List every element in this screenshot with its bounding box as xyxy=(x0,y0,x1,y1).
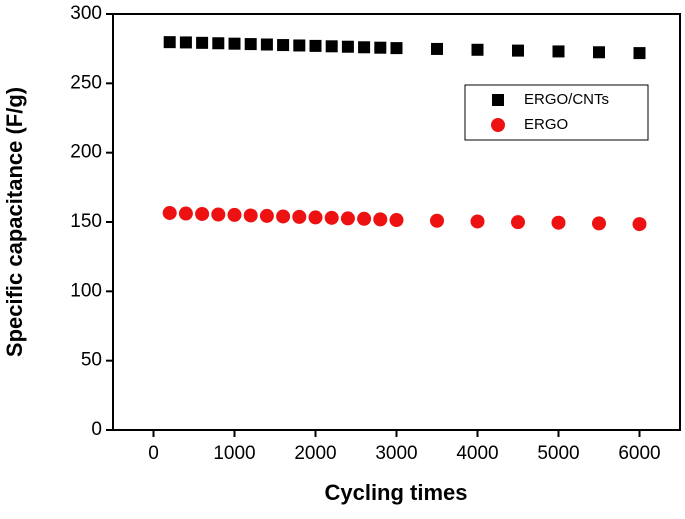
point xyxy=(244,38,257,51)
point xyxy=(276,209,291,224)
point xyxy=(260,38,273,51)
point xyxy=(162,205,177,220)
point xyxy=(512,44,524,57)
point xyxy=(227,207,242,222)
y-tick-label: 250 xyxy=(70,72,102,93)
x-tick-label: 1000 xyxy=(213,443,255,464)
point xyxy=(196,36,209,49)
y-tick-label: 50 xyxy=(81,350,102,371)
point xyxy=(593,46,605,59)
y-axis-label: Specific capacitance (F/g) xyxy=(2,87,27,357)
point xyxy=(389,213,404,228)
point xyxy=(163,36,176,49)
point xyxy=(340,211,355,226)
point xyxy=(373,212,388,227)
point xyxy=(293,39,306,52)
x-tick-label: 0 xyxy=(148,443,159,464)
point xyxy=(357,211,372,226)
y-tick-label: 0 xyxy=(91,419,102,440)
point xyxy=(195,206,210,221)
legend-marker xyxy=(491,118,505,132)
point xyxy=(592,216,606,231)
point xyxy=(551,215,566,230)
point xyxy=(308,210,323,225)
x-tick-label: 5000 xyxy=(537,443,579,464)
x-tick-label: 6000 xyxy=(618,443,660,464)
y-tick-label: 300 xyxy=(70,3,102,24)
x-tick-label: 2000 xyxy=(294,443,336,464)
point xyxy=(309,39,322,52)
point xyxy=(211,207,226,222)
legend-label: ERGO/CNTs xyxy=(524,91,609,108)
point xyxy=(511,215,525,230)
point xyxy=(178,206,193,221)
point xyxy=(358,41,371,54)
point xyxy=(431,42,443,55)
point xyxy=(277,39,290,52)
point xyxy=(243,208,258,223)
legend-marker xyxy=(492,94,504,106)
x-tick-label: 3000 xyxy=(375,443,417,464)
x-tick-label: 4000 xyxy=(456,443,498,464)
point xyxy=(633,47,646,60)
point xyxy=(325,40,338,53)
point xyxy=(374,41,387,54)
point xyxy=(390,42,403,55)
point xyxy=(228,37,241,50)
point xyxy=(324,210,339,225)
point xyxy=(430,213,444,228)
point xyxy=(471,43,484,56)
point xyxy=(212,37,225,50)
point xyxy=(179,36,192,49)
point xyxy=(292,209,307,224)
x-axis-label: Cycling times xyxy=(324,480,467,505)
y-tick-label: 150 xyxy=(70,211,102,232)
y-tick-label: 200 xyxy=(70,142,102,163)
legend-label: ERGO xyxy=(524,116,568,133)
point xyxy=(552,45,565,58)
point xyxy=(259,208,274,223)
point xyxy=(341,40,354,53)
point xyxy=(632,217,647,232)
y-tick-label: 100 xyxy=(70,280,102,301)
point xyxy=(470,214,485,229)
